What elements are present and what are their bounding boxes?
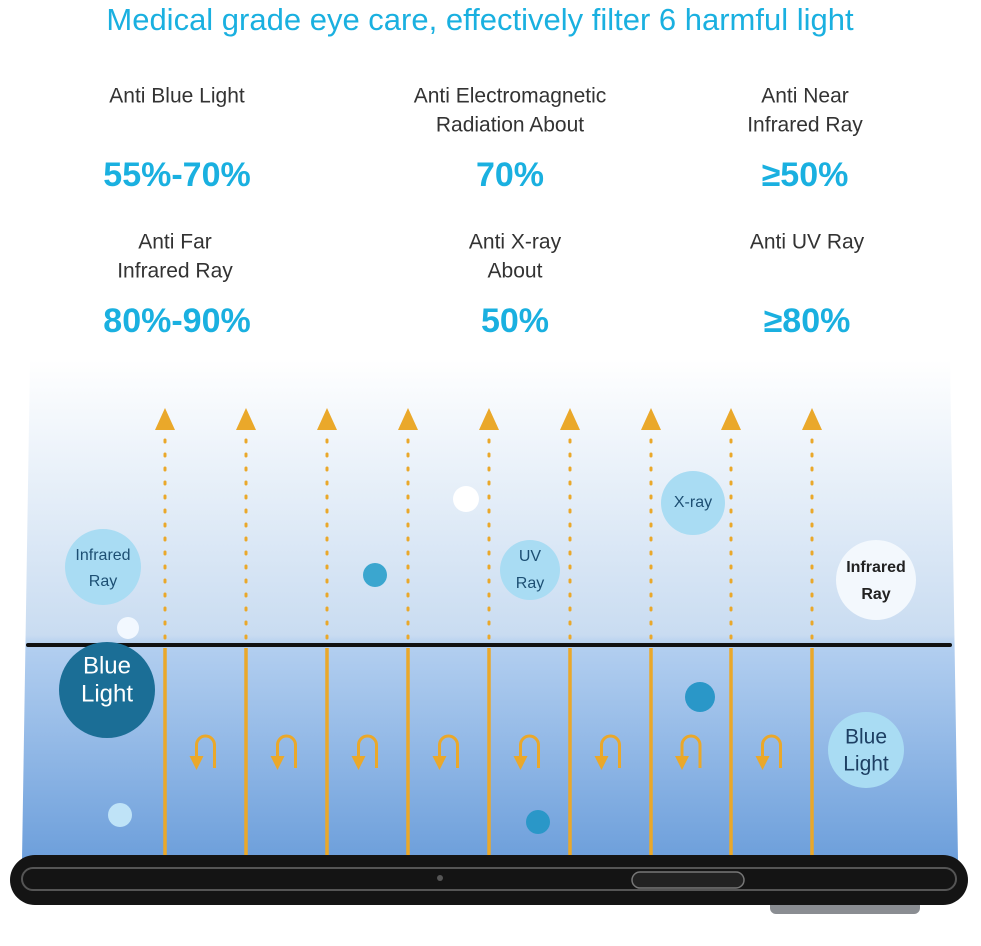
dot [108, 803, 132, 827]
reflect-arrow [519, 734, 540, 768]
bubble [65, 529, 141, 605]
reflect-arrow [438, 734, 459, 768]
feature-label: Infrared Ray [117, 260, 233, 283]
reflect-head [594, 756, 609, 770]
bubble [500, 540, 560, 600]
reflect-arrow [276, 734, 297, 768]
feature-label: Anti Near [761, 85, 849, 108]
reflect-arrow [680, 734, 702, 768]
bubble-label: Ray [89, 573, 117, 590]
bubble-label: Ray [516, 575, 544, 592]
bubble-label: UV [519, 548, 542, 565]
bubble-label: Infrared [75, 547, 130, 564]
ray-arrow [721, 408, 741, 430]
dot [685, 682, 715, 712]
feature-value: ≥50% [762, 156, 849, 194]
reflect-head [755, 756, 770, 770]
reflect-head [675, 756, 689, 770]
feature-label: Infrared Ray [747, 114, 863, 137]
bubble-label: Blue [83, 652, 131, 679]
feature-value: ≥80% [764, 302, 851, 340]
bubble [661, 471, 725, 535]
reflect-head [513, 756, 528, 770]
ray-arrow [398, 408, 418, 430]
reflect-head [432, 756, 447, 770]
phone [10, 855, 968, 914]
reflect-head [351, 756, 366, 770]
bubble [828, 712, 904, 788]
dot [453, 486, 479, 512]
bubble-label: Infrared [846, 559, 906, 576]
ray-arrow [155, 408, 175, 430]
ray-arrow [560, 408, 580, 430]
feature-label: Anti X-ray [469, 231, 562, 254]
feature-label: About [488, 260, 543, 283]
reflect-arrow [600, 734, 621, 768]
feature-value: 55%-70% [103, 156, 250, 194]
ray-arrow [317, 408, 337, 430]
feature-value: 50% [481, 302, 549, 340]
feature-label: Radiation About [436, 114, 584, 137]
ray-arrow [236, 408, 256, 430]
reflect-head [270, 756, 285, 770]
particles [108, 486, 715, 834]
bubble [59, 642, 155, 738]
feature-label: Anti Far [138, 231, 212, 254]
reflect-arrow [195, 734, 216, 768]
ray-arrow [802, 408, 822, 430]
bubble-label: Light [81, 680, 133, 707]
bubble-label: Blue [845, 726, 887, 749]
reflect-head [189, 756, 204, 770]
rays [155, 408, 822, 857]
reflect-arrow [357, 734, 378, 768]
bubble-label: X-ray [674, 494, 712, 511]
feature-value: 70% [476, 156, 544, 194]
bubble-label: Ray [861, 586, 890, 603]
dot [526, 810, 550, 834]
dot [363, 563, 387, 587]
title: Medical grade eye care, effectively filt… [106, 2, 854, 37]
feature-value: 80%-90% [103, 302, 250, 340]
phone-body [10, 855, 968, 905]
features: Anti Blue Light 55%-70% Anti Electromagn… [103, 85, 864, 340]
button [631, 871, 745, 889]
reflect-arrow [761, 734, 782, 768]
ray-arrow [479, 408, 499, 430]
ray-arrow [641, 408, 661, 430]
feature-label: Anti Blue Light [109, 85, 245, 108]
phone-edge [21, 867, 957, 891]
dot [117, 617, 139, 639]
bubbles: Infrared Ray Blue Light UV Ray X-ray Inf… [59, 471, 916, 788]
feature-label: Anti Electromagnetic [414, 85, 607, 108]
bubble [836, 540, 916, 620]
mic [437, 875, 443, 881]
feature-label: Anti UV Ray [750, 231, 865, 254]
bubble-label: Light [843, 753, 889, 776]
